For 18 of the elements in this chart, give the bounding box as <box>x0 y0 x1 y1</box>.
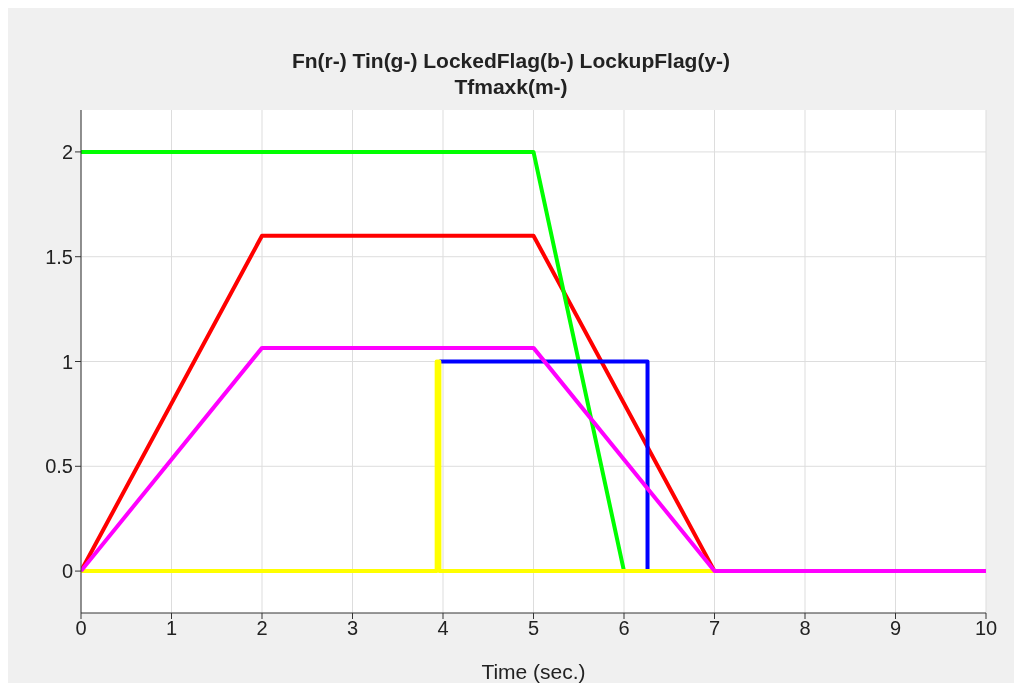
x-tick-label: 0 <box>75 617 87 640</box>
y-tick-label: 2 <box>61 141 73 164</box>
x-tick-label: 3 <box>346 617 359 640</box>
x-tick-label: 4 <box>437 617 449 640</box>
y-tick-label: 1.5 <box>45 245 73 268</box>
x-tick-label: 8 <box>799 617 811 640</box>
y-tick-label: 0.5 <box>45 455 73 478</box>
x-tick-label: 5 <box>527 617 540 640</box>
x-tick-label: 9 <box>889 617 902 640</box>
chart-title: Fn(r-) Tin(g-) LockedFlag(b-) LockupFlag(y-) Tfmaxk(m-) <box>290 48 732 100</box>
y-tick-label: 1 <box>61 350 73 373</box>
x-axis-title: Time (sec.) <box>481 660 586 683</box>
x-tick-label: 1 <box>165 617 178 640</box>
x-tick-label: 6 <box>618 617 630 640</box>
x-tick-label: 10 <box>974 617 998 640</box>
x-tick-label: 7 <box>708 617 721 640</box>
x-tick-label: 2 <box>256 617 268 640</box>
y-tick-label: 0 <box>61 560 73 583</box>
